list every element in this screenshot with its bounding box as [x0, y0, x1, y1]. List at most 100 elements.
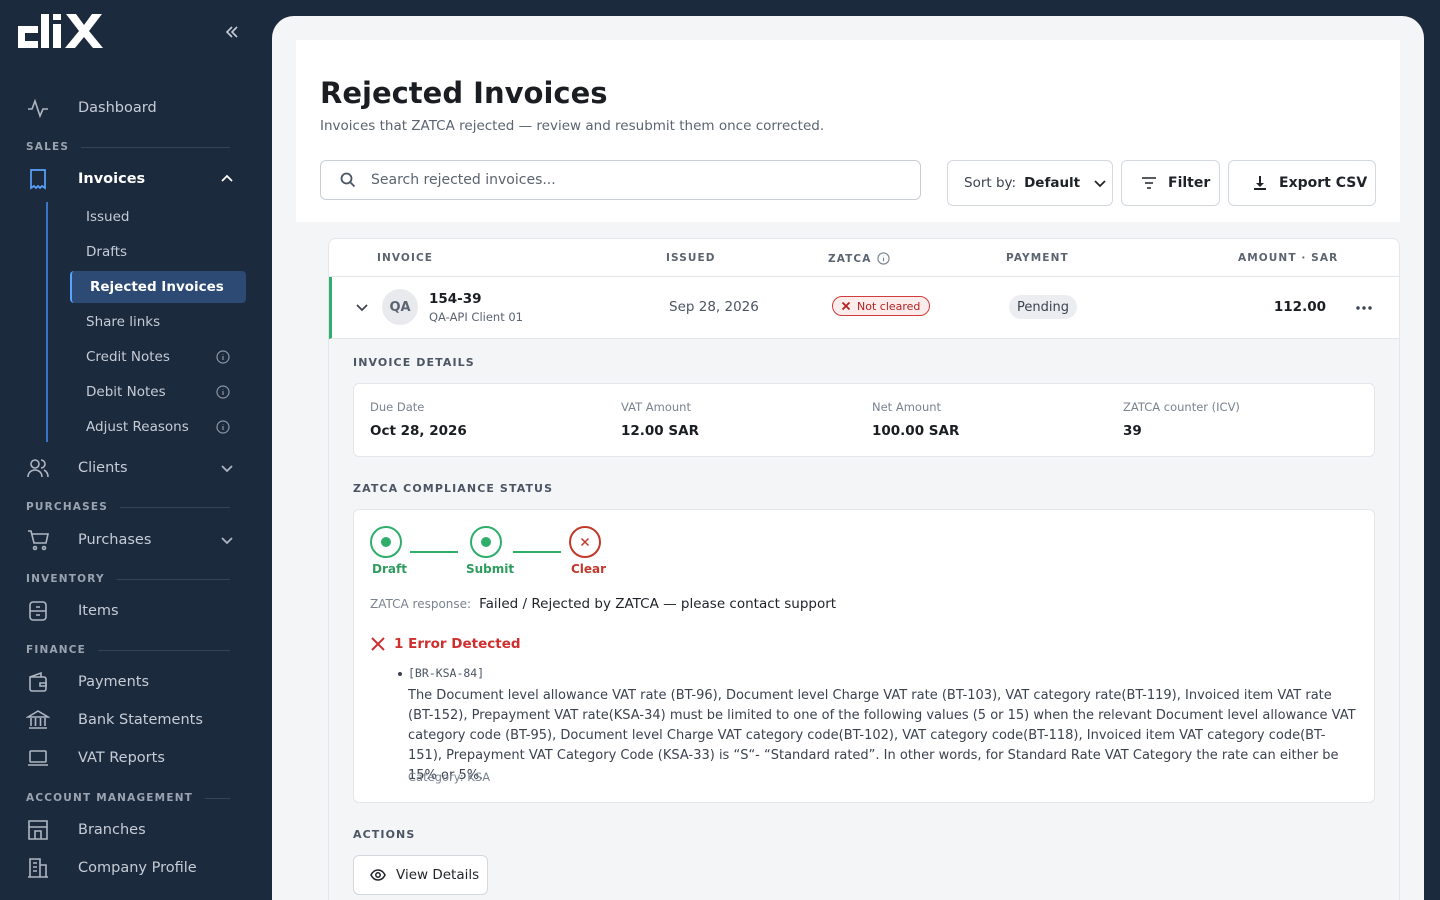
sidebar-item-rejected-invoices[interactable]: Rejected Invoices [70, 271, 246, 303]
clix-logo[interactable] [16, 12, 122, 52]
nav-clients-label: Clients [78, 460, 128, 476]
payment-status-badge: Pending [1009, 295, 1077, 319]
error-x-icon [371, 637, 385, 651]
sort-value: Default [1024, 175, 1081, 191]
col-payment[interactable]: PAYMENT [1006, 252, 1069, 264]
sidebar-item-credit-notes[interactable]: Credit Notes [70, 341, 246, 373]
step-draft-indicator [370, 526, 402, 558]
nav-vat-reports[interactable]: VAT Reports [26, 743, 236, 773]
error-heading: 1 Error Detected [370, 636, 521, 652]
section-sales-label: SALES [26, 141, 70, 153]
col-issued[interactable]: ISSUED [666, 252, 716, 264]
sidebar-item-debit-notes[interactable]: Debit Notes [70, 376, 246, 408]
view-details-button[interactable]: View Details [353, 855, 488, 895]
step-submit-label: Submit [466, 562, 515, 576]
nav-branches-label: Branches [78, 822, 146, 838]
nav-vat-reports-label: VAT Reports [78, 750, 165, 766]
section-purchases-label: PURCHASES [26, 501, 109, 513]
nav-items-label: Items [78, 603, 119, 619]
info-icon[interactable] [216, 420, 230, 434]
sidebar-item-label: Adjust Reasons [86, 419, 189, 435]
vat-amount-field: VAT Amount 12.00 SAR [621, 400, 699, 439]
nav-dashboard[interactable]: Dashboard [26, 93, 236, 123]
invoice-number[interactable]: 154-39 [429, 291, 482, 307]
collapse-sidebar-icon[interactable] [222, 22, 242, 42]
section-inventory: INVENTORY [26, 573, 230, 585]
sidebar-item-label: Issued [86, 209, 130, 225]
nav-items[interactable]: Items [26, 596, 236, 626]
page-title: Rejected Invoices [320, 76, 608, 110]
invoice-details-card: Due Date Oct 28, 2026 VAT Amount 12.00 S… [353, 383, 1375, 457]
filter-label: Filter [1168, 175, 1211, 191]
net-amount-field: Net Amount 100.00 SAR [872, 400, 959, 439]
nav-invoices[interactable]: Invoices [26, 164, 236, 194]
due-date-value: Oct 28, 2026 [370, 423, 467, 439]
sidebar-item-label: Drafts [86, 244, 128, 260]
icv-label: ZATCA counter (ICV) [1123, 400, 1240, 414]
zatca-status-label: Not cleared [857, 299, 921, 313]
step-connector [513, 551, 561, 553]
export-csv-button[interactable]: Export CSV [1228, 160, 1376, 206]
chevron-down-icon [1094, 180, 1106, 188]
page-header: Rejected Invoices Invoices that ZATCA re… [296, 40, 1400, 222]
close-icon [841, 301, 851, 311]
net-amount-label: Net Amount [872, 400, 942, 414]
error-category: Category: KSA [408, 770, 491, 784]
sidebar-item-adjust-reasons[interactable]: Adjust Reasons [70, 411, 246, 443]
search-box[interactable] [320, 160, 921, 200]
section-account-label: ACCOUNT MANAGEMENT [26, 792, 194, 804]
chevron-down-icon[interactable] [218, 531, 236, 549]
nav-company-profile[interactable]: Company Profile [26, 853, 236, 883]
receipt-icon [26, 167, 56, 191]
table-row[interactable]: QA 154-39 QA-API Client 01 Sep 28, 2026 … [329, 277, 1399, 339]
search-input[interactable] [371, 172, 891, 188]
wallet-icon [26, 670, 56, 694]
more-options-icon[interactable] [1354, 298, 1374, 318]
eye-icon [370, 869, 386, 881]
nav-payments[interactable]: Payments [26, 667, 236, 697]
nav-branches[interactable]: Branches [26, 815, 236, 845]
bank-icon [26, 708, 56, 732]
sidebar-item-label: Rejected Invoices [90, 279, 224, 295]
info-icon[interactable] [216, 385, 230, 399]
col-zatca-label: ZATCA [828, 252, 872, 265]
col-amount[interactable]: AMOUNT · SAR [1238, 252, 1339, 264]
laptop-icon [26, 746, 56, 770]
vat-amount-label: VAT Amount [621, 400, 691, 414]
users-icon [26, 456, 56, 480]
cart-icon [26, 528, 56, 552]
nav-purchases[interactable]: Purchases [26, 525, 236, 555]
table-header: INVOICE ISSUED ZATCA PAYMENT AMOUNT · SA… [329, 239, 1399, 277]
nav-bank-statements[interactable]: Bank Statements [26, 705, 236, 735]
sidebar-item-share-links[interactable]: Share links [70, 306, 246, 338]
sidebar-item-issued[interactable]: Issued [70, 201, 246, 233]
nav-dashboard-label: Dashboard [78, 100, 157, 116]
chevron-down-icon[interactable] [354, 299, 370, 315]
invoice-client: QA-API Client 01 [429, 310, 523, 324]
chevron-up-icon[interactable] [218, 170, 236, 188]
compliance-title: ZATCA COMPLIANCE STATUS [353, 482, 554, 495]
vat-amount-value: 12.00 SAR [621, 423, 699, 439]
sort-dropdown[interactable]: Sort by: Default [947, 160, 1113, 206]
building-icon [26, 856, 56, 880]
info-icon[interactable] [216, 350, 230, 364]
section-inventory-label: INVENTORY [26, 573, 105, 585]
activity-icon [26, 96, 56, 120]
step-clear-label: Clear [571, 562, 607, 576]
download-icon [1254, 176, 1266, 190]
sidebar-item-drafts[interactable]: Drafts [70, 236, 246, 268]
info-icon[interactable] [877, 252, 891, 265]
nav-purchases-label: Purchases [78, 532, 152, 548]
col-zatca[interactable]: ZATCA [828, 252, 891, 265]
error-message: The Document level allowance VAT rate (B… [408, 688, 1356, 783]
filter-button[interactable]: Filter [1121, 160, 1220, 206]
col-invoice[interactable]: INVOICE [377, 252, 434, 264]
zatca-response-value: Failed / Rejected by ZATCA — please cont… [479, 596, 837, 612]
view-details-label: View Details [396, 867, 480, 883]
sidebar-item-label: Debit Notes [86, 384, 166, 400]
zatca-response: ZATCA response: Failed / Rejected by ZAT… [370, 596, 836, 612]
chevron-down-icon[interactable] [218, 459, 236, 477]
export-label: Export CSV [1279, 175, 1368, 191]
nav-clients[interactable]: Clients [26, 453, 236, 483]
close-icon [580, 537, 590, 547]
